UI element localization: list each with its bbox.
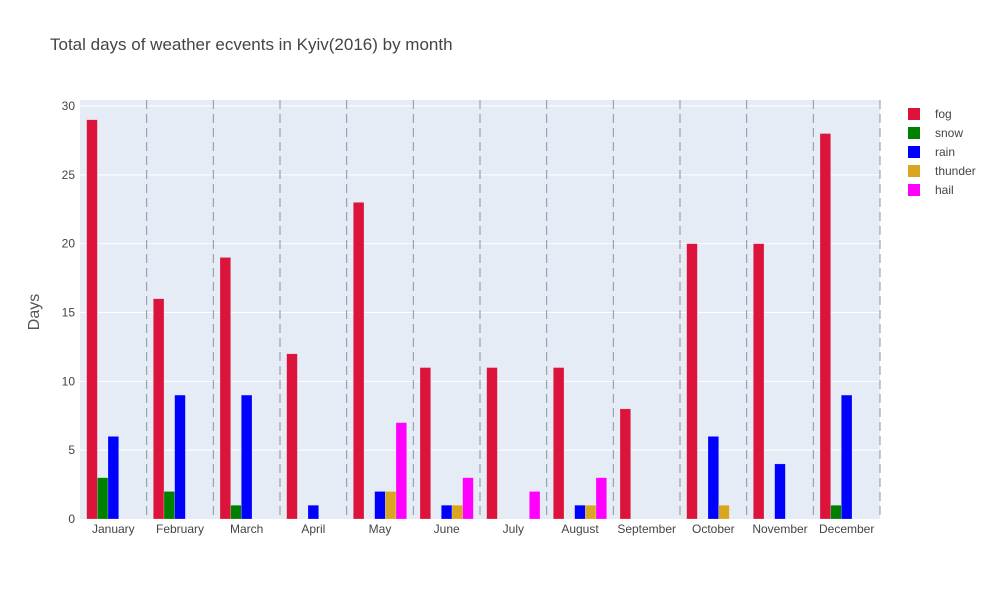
bar-fog[interactable] [553, 367, 565, 520]
y-axis-label: Days [26, 294, 43, 330]
bar-rain[interactable] [374, 491, 386, 520]
bar-fog[interactable] [219, 257, 231, 520]
y-tick-label: 0 [68, 512, 75, 526]
y-tick-label: 30 [62, 99, 76, 113]
x-tick-label: February [156, 522, 204, 536]
x-tick-label: September [617, 522, 676, 536]
bar-hail[interactable] [529, 491, 541, 520]
x-tick-label: November [752, 522, 807, 536]
y-tick-label: 15 [62, 306, 76, 320]
bar-thunder[interactable] [451, 504, 463, 520]
y-tick-label: 20 [62, 237, 76, 251]
x-tick-label: July [503, 522, 524, 536]
legend-swatch-hail[interactable] [908, 184, 920, 196]
y-tick-label: 10 [62, 374, 76, 388]
bar-rain[interactable] [574, 504, 586, 520]
chart-title: Total days of weather ecvents in Kyiv(20… [50, 35, 453, 54]
bar-rain[interactable] [707, 436, 719, 520]
bar-rain[interactable] [841, 394, 853, 520]
bar-hail[interactable] [462, 477, 474, 520]
x-tick-label: May [369, 522, 392, 536]
bar-thunder[interactable] [385, 491, 397, 520]
bar-rain[interactable] [441, 504, 453, 520]
x-tick-label: August [561, 522, 599, 536]
bar-fog[interactable] [419, 367, 431, 520]
legend-label-snow[interactable]: snow [935, 126, 963, 140]
y-tick-label: 25 [62, 168, 76, 182]
bar-rain[interactable] [774, 463, 786, 520]
bar-snow[interactable] [163, 491, 175, 520]
x-tick-label: December [819, 522, 874, 536]
legend-label-thunder[interactable]: thunder [935, 164, 976, 178]
x-tick-label: April [301, 522, 325, 536]
bar-rain[interactable] [107, 436, 119, 520]
bar-thunder[interactable] [718, 504, 730, 520]
legend-label-fog[interactable]: fog [935, 107, 952, 121]
bar-fog[interactable] [819, 133, 831, 520]
bar-fog[interactable] [686, 243, 698, 520]
bar-hail[interactable] [395, 422, 407, 520]
bar-hail[interactable] [595, 477, 607, 520]
bar-fog[interactable] [486, 367, 498, 520]
legend-swatch-fog[interactable] [908, 108, 920, 120]
bar-thunder[interactable] [585, 504, 597, 520]
x-tick-label: June [434, 522, 460, 536]
x-tick-label: October [692, 522, 735, 536]
plot-area [80, 100, 880, 519]
x-tick-label: March [230, 522, 263, 536]
legend-label-rain[interactable]: rain [935, 145, 955, 159]
bar-rain[interactable] [307, 504, 319, 520]
bar-fog[interactable] [619, 408, 631, 520]
bar-rain[interactable] [174, 394, 186, 520]
bar-snow[interactable] [830, 504, 842, 520]
bar-snow[interactable] [97, 477, 109, 520]
bar-fog[interactable] [753, 243, 765, 520]
bar-fog[interactable] [353, 202, 365, 520]
bar-fog[interactable] [153, 298, 165, 520]
legend-label-hail[interactable]: hail [935, 183, 954, 197]
bar-fog[interactable] [86, 119, 98, 520]
bar-rain[interactable] [241, 394, 253, 520]
legend-swatch-rain[interactable] [908, 146, 920, 158]
legend-swatch-thunder[interactable] [908, 165, 920, 177]
legend-swatch-snow[interactable] [908, 127, 920, 139]
bar-snow[interactable] [230, 504, 242, 520]
y-tick-label: 5 [68, 443, 75, 457]
x-tick-label: January [92, 522, 135, 536]
bar-fog[interactable] [286, 353, 298, 520]
